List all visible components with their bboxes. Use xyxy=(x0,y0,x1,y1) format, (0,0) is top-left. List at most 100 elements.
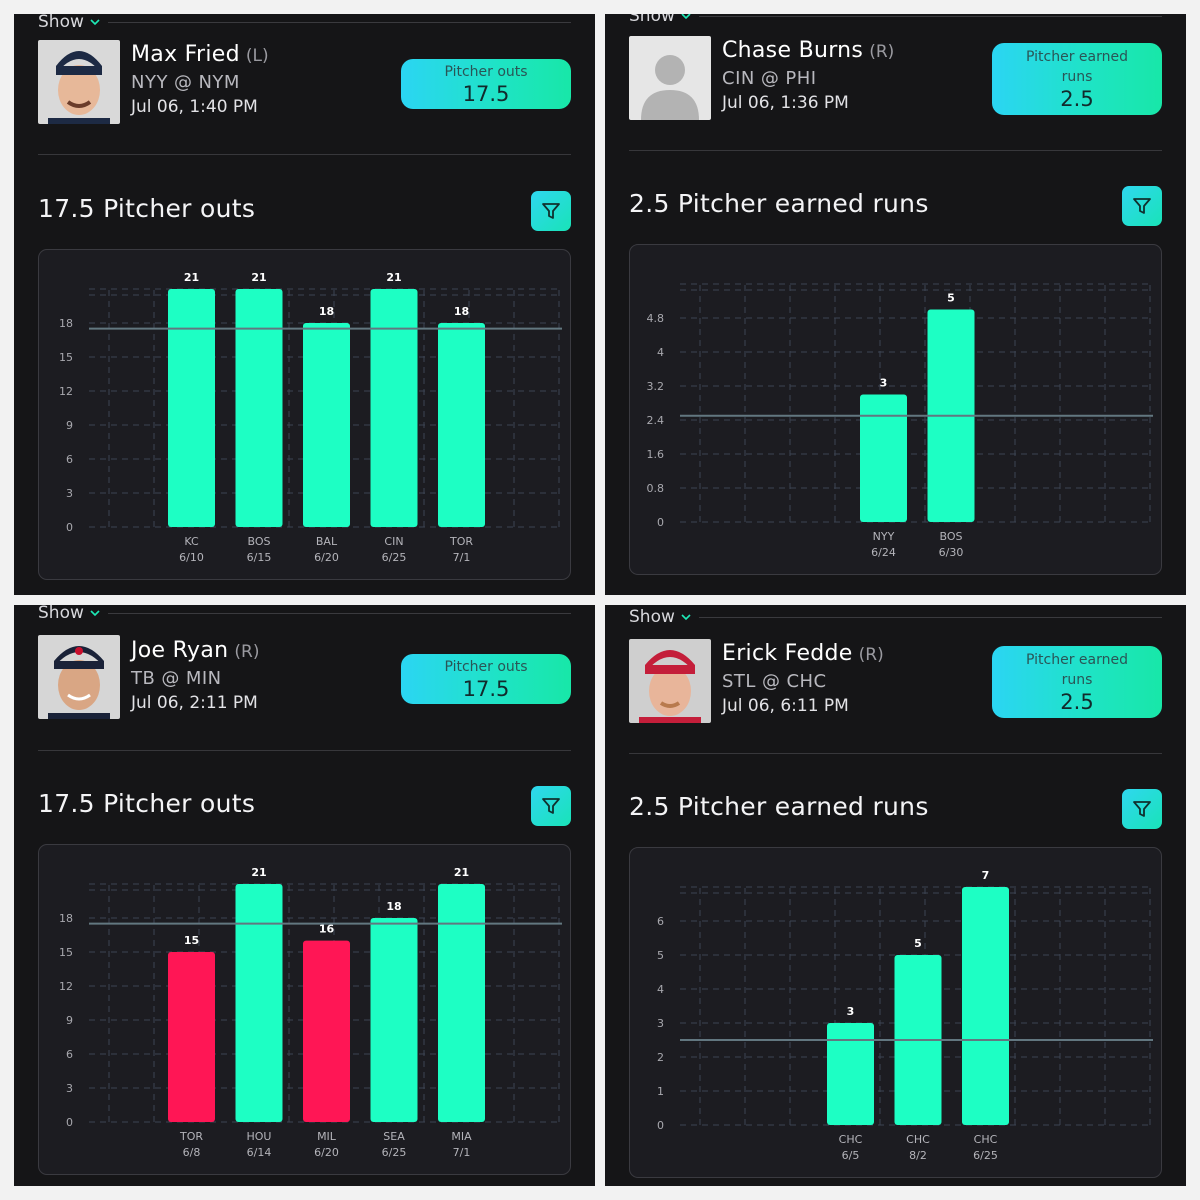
game-time: Jul 06, 1:40 PM xyxy=(131,97,258,117)
bar[interactable] xyxy=(438,323,485,527)
bar[interactable] xyxy=(303,323,350,527)
team: NYY xyxy=(131,72,168,93)
y-tick-label: 15 xyxy=(59,946,73,959)
player-name[interactable]: Max Fried xyxy=(131,42,240,67)
filter-button[interactable] xyxy=(531,191,571,231)
show-divider xyxy=(698,15,1162,17)
player-headshot-icon xyxy=(629,639,711,723)
x-date-label: 6/8 xyxy=(183,1146,201,1159)
y-tick-label: 9 xyxy=(66,419,73,432)
x-category-label: BAL xyxy=(316,535,338,548)
bar-value-label: 21 xyxy=(454,866,469,879)
x-category-label: MIA xyxy=(451,1130,472,1143)
y-tick-label: 6 xyxy=(657,915,664,928)
matchup: TB @ MIN xyxy=(131,668,259,689)
y-tick-label: 9 xyxy=(66,1014,73,1027)
prop-pill[interactable]: Pitcher earned runs 2.5 xyxy=(992,43,1162,115)
player-avatar xyxy=(629,639,711,723)
x-category-label: TOR xyxy=(449,535,473,548)
prop-pill[interactable]: Pitcher outs 17.5 xyxy=(401,59,571,109)
chevron-down-icon xyxy=(681,14,691,20)
player-hand: (L) xyxy=(245,46,269,66)
x-date-label: 6/20 xyxy=(314,1146,339,1159)
player-info: Chase Burns (R) CIN @ PHI Jul 06, 1:36 PM xyxy=(722,38,894,113)
header-divider xyxy=(38,154,571,155)
bar-value-label: 7 xyxy=(982,869,990,882)
x-category-label: NYY xyxy=(873,530,895,543)
matchup: NYY @ NYM xyxy=(131,72,269,93)
y-tick-label: 0 xyxy=(66,1116,73,1129)
player-headshot-icon xyxy=(38,635,120,719)
funnel-icon xyxy=(1133,801,1151,817)
show-toggle[interactable]: Show xyxy=(38,605,571,623)
bar[interactable] xyxy=(303,940,350,1122)
at-symbol: @ xyxy=(161,668,180,689)
funnel-icon xyxy=(542,203,560,219)
show-divider xyxy=(107,21,571,23)
bar-chart: 0 1 2 3 4 5 6 3 CHC 6/5 5 CHC 8/2 7 CHC 6/25 xyxy=(629,847,1162,1178)
y-tick-label: 0 xyxy=(66,521,73,534)
bar[interactable] xyxy=(235,884,283,1122)
x-date-label: 6/20 xyxy=(314,551,339,564)
filter-button[interactable] xyxy=(1122,186,1162,226)
y-tick-label: 5 xyxy=(657,949,664,962)
prop-pill[interactable]: Pitcher outs 17.5 xyxy=(401,654,571,704)
player-info: Erick Fedde (R) STL @ CHC Jul 06, 6:11 PM xyxy=(722,641,884,716)
show-toggle[interactable]: Show xyxy=(629,14,1162,26)
show-label: Show xyxy=(38,14,84,32)
show-toggle[interactable]: Show xyxy=(38,14,571,32)
prop-value: 2.5 xyxy=(1060,87,1094,111)
section-title: 17.5 Pitcher outs xyxy=(38,194,256,223)
y-tick-label: 1 xyxy=(657,1085,664,1098)
bar[interactable] xyxy=(827,1023,874,1125)
chevron-down-icon xyxy=(90,610,100,617)
filter-button[interactable] xyxy=(1122,789,1162,829)
at-symbol: @ xyxy=(760,68,780,89)
prop-label: Pitcher outs xyxy=(444,659,528,675)
chart-svg: 0 0.8 1.6 2.4 3.2 4 4.8 3 NYY 6/24 5 BOS 6/30 xyxy=(647,283,1153,559)
player-avatar xyxy=(38,635,120,719)
player-name[interactable]: Chase Burns xyxy=(722,38,864,63)
opponent: MIN xyxy=(185,668,222,689)
show-toggle[interactable]: Show xyxy=(629,607,1162,627)
chart-svg: 0 3 6 9 12 15 18 21 KC 6/10 21 BOS 6/15 18 BAL 6/20 21 CI… xyxy=(59,271,562,564)
player-name[interactable]: Joe Ryan xyxy=(131,638,229,663)
x-date-label: 7/1 xyxy=(453,551,471,564)
y-tick-label: 2 xyxy=(657,1051,664,1064)
bar[interactable] xyxy=(370,918,418,1122)
bar[interactable] xyxy=(962,887,1009,1125)
bar[interactable] xyxy=(168,952,215,1122)
y-tick-label: 3 xyxy=(66,487,73,500)
player-name[interactable]: Erick Fedde xyxy=(722,641,853,666)
player-hand: (R) xyxy=(234,642,260,662)
show-divider xyxy=(698,616,1162,618)
bar-value-label: 3 xyxy=(847,1005,855,1018)
bar[interactable] xyxy=(860,394,907,523)
bar[interactable] xyxy=(168,289,215,527)
x-date-label: 8/2 xyxy=(909,1149,927,1162)
bar-chart: 0 0.8 1.6 2.4 3.2 4 4.8 3 NYY 6/24 5 BOS 6/30 xyxy=(629,244,1162,575)
opponent: PHI xyxy=(785,68,817,89)
player-hand: (R) xyxy=(858,645,884,665)
filter-button[interactable] xyxy=(531,786,571,826)
bar[interactable] xyxy=(370,289,418,527)
bar[interactable] xyxy=(438,884,485,1122)
prop-label: Pitcher outs xyxy=(444,64,528,80)
x-category-label: CHC xyxy=(974,1133,998,1146)
y-tick-label: 4.8 xyxy=(647,312,665,325)
x-category-label: BOS xyxy=(940,530,963,543)
bar-value-label: 16 xyxy=(319,923,335,936)
x-category-label: KC xyxy=(184,535,199,548)
header-divider xyxy=(629,150,1162,151)
y-tick-label: 0.8 xyxy=(647,482,665,495)
bar[interactable] xyxy=(235,289,283,527)
x-date-label: 6/15 xyxy=(247,551,272,564)
header-divider xyxy=(38,750,571,751)
prop-value: 17.5 xyxy=(462,82,510,106)
y-tick-label: 0 xyxy=(657,1119,664,1132)
game-time: Jul 06, 6:11 PM xyxy=(722,696,849,716)
bar-value-label: 21 xyxy=(386,271,401,284)
prop-pill[interactable]: Pitcher earned runs 2.5 xyxy=(992,646,1162,718)
player-avatar xyxy=(38,40,120,124)
player-hand: (R) xyxy=(869,42,895,62)
